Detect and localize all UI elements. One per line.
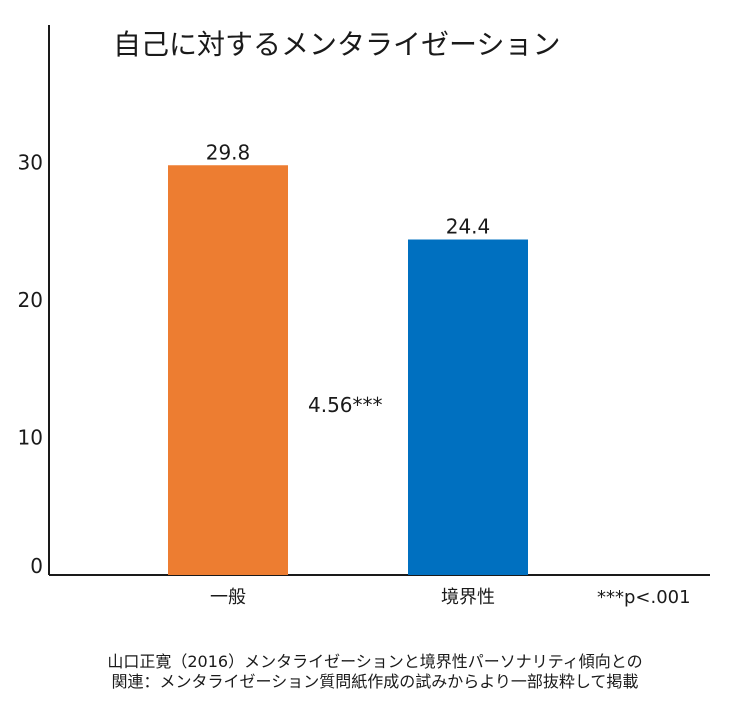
chart-title: 自己に対するメンタライゼーション	[113, 28, 560, 61]
category-label: 一般	[210, 587, 246, 608]
source-line-1: 山口正寛（2016）メンタライゼーションと境界性パーソナリティ傾向との	[107, 652, 642, 671]
category-labels: 一般 境界性	[210, 587, 495, 608]
y-tick-label: 10	[18, 426, 43, 450]
y-tick-label: 0	[30, 554, 43, 578]
category-label: 境界性	[441, 587, 495, 608]
source-line-2: 関連：メンタライゼーション質問紙作成の試みからより一部抜粋して掲載	[112, 672, 639, 691]
y-tick-label: 20	[18, 288, 43, 312]
bar-borderline	[408, 239, 528, 575]
y-tick-label: 30	[18, 151, 43, 175]
bar-general	[168, 165, 288, 575]
bars	[168, 165, 528, 575]
data-label: 29.8	[206, 140, 251, 164]
y-tick-labels: 0 10 20 30	[18, 151, 43, 579]
data-label: 24.4	[446, 215, 491, 239]
t-value-annotation: 4.56***	[308, 393, 383, 417]
data-labels: 29.8 24.4	[206, 140, 491, 238]
significance-note: ***p<.001	[597, 587, 691, 608]
